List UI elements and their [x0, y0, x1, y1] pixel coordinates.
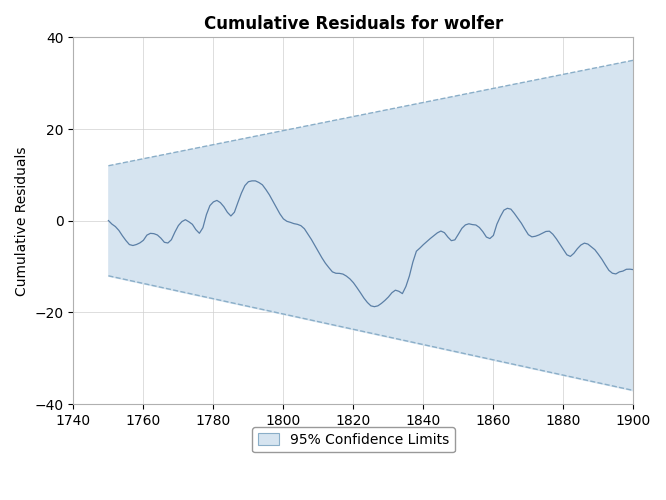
Title: Cumulative Residuals for wolfer: Cumulative Residuals for wolfer: [204, 15, 503, 33]
Legend: 95% Confidence Limits: 95% Confidence Limits: [252, 427, 454, 452]
X-axis label: year: year: [338, 434, 369, 448]
Y-axis label: Cumulative Residuals: Cumulative Residuals: [15, 146, 29, 296]
